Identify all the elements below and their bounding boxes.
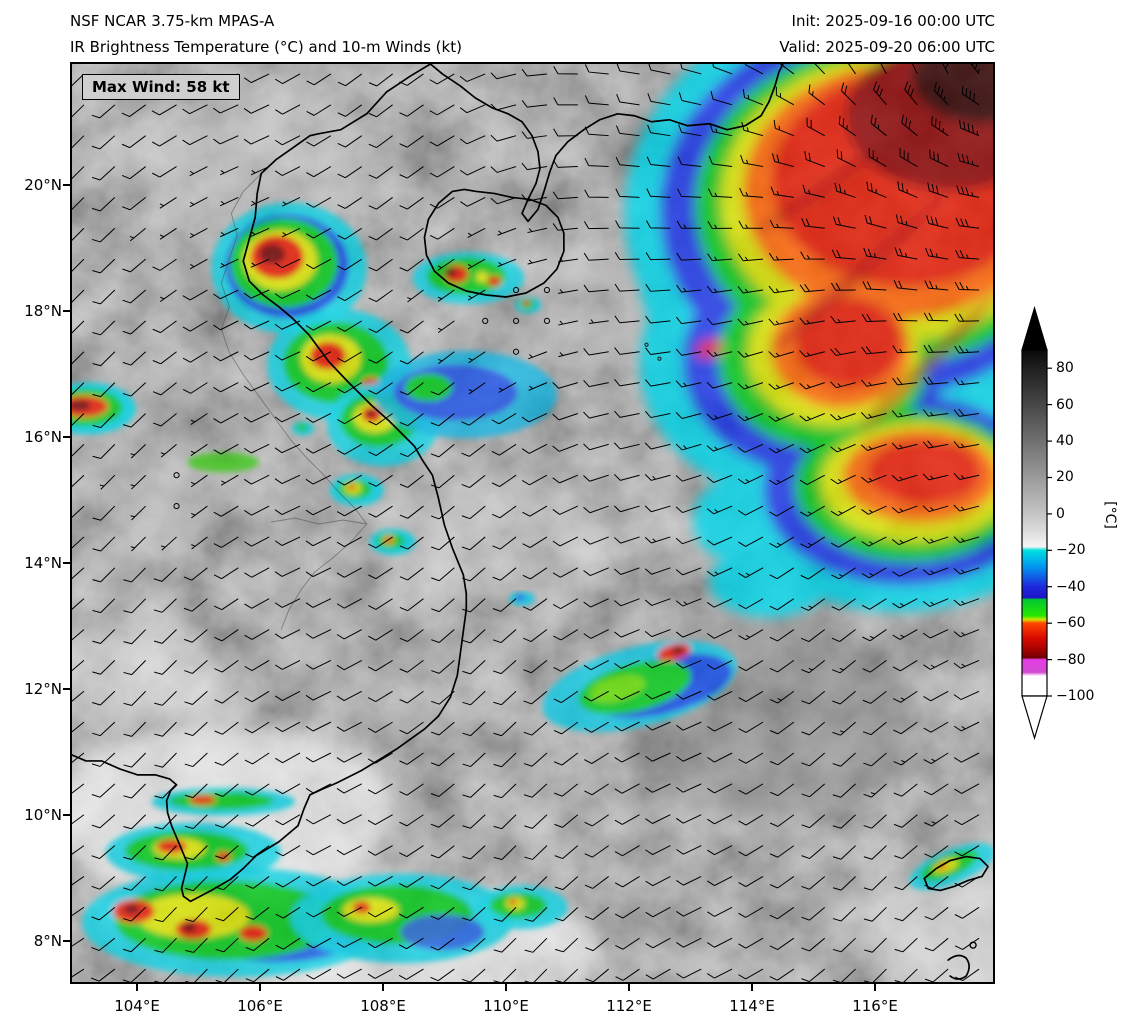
coastlines: [72, 64, 989, 980]
y-axis-tick-mark: [63, 562, 70, 564]
figure-title-block: NSF NCAR 3.75-km MPAS-A IR Brightness Tem…: [70, 8, 462, 60]
colorbar-gradient: [1021, 349, 1048, 697]
x-axis-tick-label: 108°E: [360, 997, 406, 1015]
x-axis-tick-mark: [136, 984, 138, 991]
cloud-grain-overlay: [72, 64, 993, 982]
x-axis-tick-mark: [259, 984, 261, 991]
figure-time-block: Init: 2025-09-16 00:00 UTC Valid: 2025-09…: [779, 8, 995, 60]
coastline-palawan: [923, 855, 989, 892]
y-axis-tick-label: 16°N: [24, 428, 62, 446]
colorbar-unit-label: [°C]: [1102, 501, 1118, 529]
ir-satellite-map: [72, 64, 993, 982]
coastline-china: [429, 64, 784, 223]
model-title: NSF NCAR 3.75-km MPAS-A: [70, 12, 275, 30]
x-axis-tick-label: 116°E: [852, 997, 898, 1015]
x-axis-tick-mark: [751, 984, 753, 991]
paracel-speck: [657, 356, 662, 361]
map-plot-area: Max Wind: 58 kt: [70, 62, 995, 984]
colorbar: [1021, 305, 1052, 741]
x-axis-tick-mark: [874, 984, 876, 991]
y-axis-tick-label: 20°N: [24, 176, 62, 194]
y-axis-tick-label: 12°N: [24, 680, 62, 698]
y-axis-tick-label: 10°N: [24, 806, 62, 824]
init-time: Init: 2025-09-16 00:00 UTC: [791, 12, 995, 30]
max-wind-badge: Max Wind: 58 kt: [82, 74, 240, 100]
colorbar-tick-marks: [1047, 367, 1052, 697]
y-axis-tick-mark: [63, 184, 70, 186]
colorbar-tick-label: 80: [1056, 360, 1074, 376]
x-axis-tick-label: 104°E: [114, 997, 160, 1015]
colorbar-tick-label: 40: [1056, 433, 1074, 449]
y-axis-tick-label: 8°N: [33, 932, 62, 950]
colorbar-extend-bottom: [1021, 695, 1048, 741]
x-axis-tick-mark: [505, 984, 507, 991]
colorbar-tick-label: −100: [1056, 688, 1095, 704]
political-borders: [220, 173, 368, 630]
colorbar-tick-label: 0: [1056, 506, 1065, 522]
y-axis-tick-mark: [63, 310, 70, 312]
wind-barbs: [72, 64, 981, 982]
x-axis-tick-label: 106°E: [237, 997, 283, 1015]
colorbar-tick-label: 60: [1056, 397, 1074, 413]
y-axis-tick-mark: [63, 688, 70, 690]
x-axis-tick-mark: [628, 984, 630, 991]
field-title: IR Brightness Temperature (°C) and 10-m …: [70, 38, 462, 56]
y-axis-tick-mark: [63, 814, 70, 816]
y-axis-tick-mark: [63, 940, 70, 942]
colorbar-tick-label: 20: [1056, 469, 1074, 485]
x-axis-tick-label: 114°E: [729, 997, 775, 1015]
colorbar-tick-label: −60: [1056, 615, 1086, 631]
colorbar-tick-label: −40: [1056, 579, 1086, 595]
y-axis-tick-label: 14°N: [24, 554, 62, 572]
x-axis-tick-label: 112°E: [606, 997, 652, 1015]
coastline-hainan: [423, 188, 565, 298]
x-axis-tick-label: 110°E: [483, 997, 529, 1015]
colorbar-extend-top: [1021, 305, 1048, 351]
colorbar-tick-label: −80: [1056, 652, 1086, 668]
y-axis-tick-label: 18°N: [24, 302, 62, 320]
paracel-speck: [644, 342, 649, 347]
colorbar-tick-label: −20: [1056, 542, 1086, 558]
y-axis-tick-mark: [63, 436, 70, 438]
valid-time: Valid: 2025-09-20 06:00 UTC: [779, 38, 995, 56]
coastline-vietnam: [72, 64, 468, 903]
x-axis-tick-mark: [382, 984, 384, 991]
